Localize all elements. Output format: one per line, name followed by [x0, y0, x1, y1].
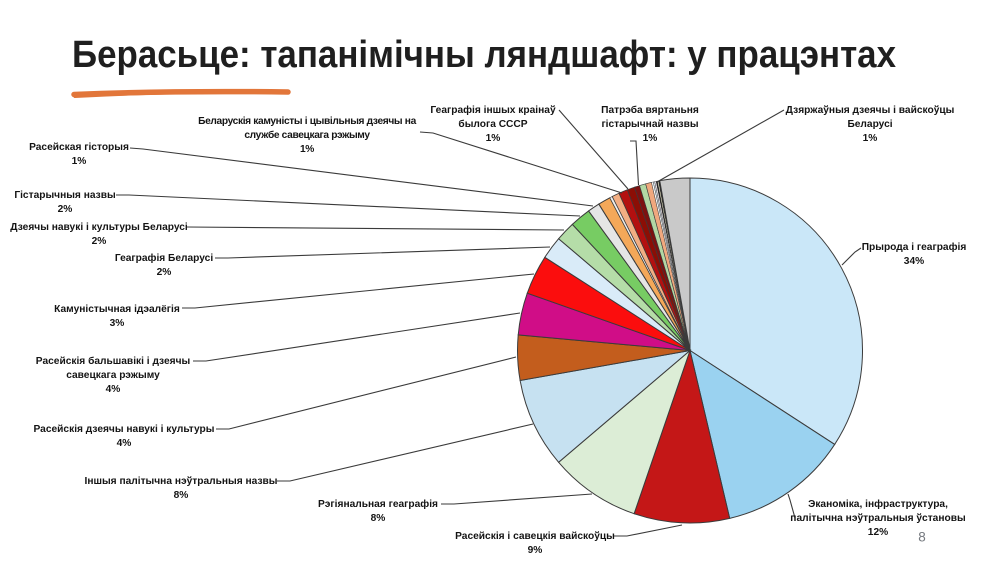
svg-text:8%: 8%	[371, 513, 386, 524]
svg-text:34%: 34%	[904, 256, 924, 267]
svg-text:8%: 8%	[174, 490, 189, 501]
svg-text:Камуністычная ідэалёгія: Камуністычная ідэалёгія	[54, 304, 180, 315]
svg-text:1%: 1%	[486, 133, 501, 144]
svg-text:Гістарычныя назвы: Гістарычныя назвы	[14, 190, 115, 201]
svg-text:1%: 1%	[643, 133, 658, 144]
svg-text:былога СССР: былога СССР	[458, 118, 527, 130]
svg-text:Эканоміка, інфраструктура,: Эканоміка, інфраструктура,	[808, 498, 948, 510]
svg-text:Расейскія і савецкія вайскоўцы: Расейскія і савецкія вайскоўцы	[455, 530, 615, 542]
svg-text:Прырода і геаграфія: Прырода і геаграфія	[862, 241, 967, 253]
svg-text:2%: 2%	[58, 204, 73, 215]
svg-text:1%: 1%	[300, 144, 314, 155]
svg-text:Геаграфія іншых краінаў: Геаграфія іншых краінаў	[430, 104, 556, 116]
svg-text:Дзяржаўныя дзеячы і вайскоўцы: Дзяржаўныя дзеячы і вайскоўцы	[786, 104, 955, 116]
svg-text:1%: 1%	[863, 133, 878, 144]
svg-text:9%: 9%	[528, 545, 543, 556]
svg-text:савецкага рэжыму: савецкага рэжыму	[66, 370, 160, 381]
svg-text:палітычна нэўтральныя ўстановы: палітычна нэўтральныя ўстановы	[790, 512, 965, 524]
svg-text:4%: 4%	[106, 384, 121, 395]
svg-text:Патрэба вяртаньня: Патрэба вяртаньня	[601, 104, 699, 116]
svg-text:Беларускія камуністы і цывільн: Беларускія камуністы і цывільныя дзеячы …	[198, 116, 416, 127]
svg-text:Беларусі: Беларусі	[847, 119, 892, 130]
svg-text:Геаграфія Беларусі: Геаграфія Беларусі	[115, 252, 214, 264]
svg-text:12%: 12%	[868, 527, 888, 538]
svg-text:2%: 2%	[157, 267, 172, 278]
svg-text:4%: 4%	[117, 438, 132, 449]
svg-text:Расейская гісторыя: Расейская гісторыя	[29, 142, 129, 153]
svg-text:Берасьце: тапанімічны ляндшафт: Берасьце: тапанімічны ляндшафт: у працэн…	[72, 34, 896, 76]
svg-text:службе савецкага рэжыму: службе савецкага рэжыму	[244, 129, 370, 141]
svg-text:Рэгіянальная геаграфія: Рэгіянальная геаграфія	[318, 498, 438, 510]
svg-text:Расейскія дзеячы навукі і куль: Расейскія дзеячы навукі і культуры	[34, 424, 215, 435]
svg-text:1%: 1%	[72, 156, 87, 167]
svg-text:Іншыя палітычна нэўтральныя на: Іншыя палітычна нэўтральныя назвы	[85, 475, 278, 487]
svg-text:3%: 3%	[110, 318, 125, 329]
svg-text:8: 8	[918, 530, 926, 545]
svg-text:Расейскія бальшавікі і дзеячы: Расейскія бальшавікі і дзеячы	[36, 355, 190, 367]
svg-text:Дзеячы навукі і культуры Белар: Дзеячы навукі і культуры Беларусі	[10, 222, 188, 233]
svg-text:гістарычнай назвы: гістарычнай назвы	[601, 119, 698, 130]
svg-text:2%: 2%	[92, 236, 107, 247]
